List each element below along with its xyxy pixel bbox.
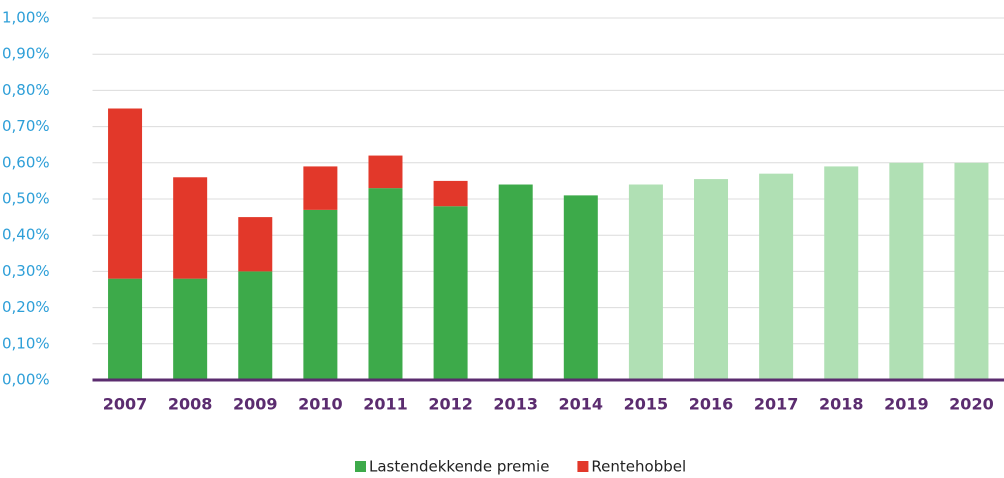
y-tick-label: 0,30% bbox=[2, 262, 50, 280]
bar-segment bbox=[759, 173, 794, 380]
x-tick-label: 2008 bbox=[168, 395, 213, 414]
legend-label: Rentehobbel bbox=[591, 458, 686, 476]
x-tick-label: 2011 bbox=[363, 395, 408, 414]
x-tick-label: 2009 bbox=[233, 395, 278, 414]
bar-segment bbox=[173, 278, 208, 380]
bar-segment bbox=[238, 271, 273, 380]
y-tick-label: 0,50% bbox=[2, 190, 50, 208]
x-tick-label: 2010 bbox=[298, 395, 343, 414]
x-tick-label: 2015 bbox=[624, 395, 669, 414]
bar-segment bbox=[498, 184, 533, 380]
x-tick-label: 2019 bbox=[884, 395, 929, 414]
x-tick-label: 2007 bbox=[103, 395, 148, 414]
bar-segment bbox=[628, 184, 663, 380]
legend-label: Lastendekkende premie bbox=[369, 458, 549, 476]
bar-segment bbox=[238, 217, 273, 272]
bar-segment bbox=[173, 177, 208, 279]
x-tick-label: 2017 bbox=[754, 395, 799, 414]
bar-segment bbox=[694, 179, 729, 380]
x-tick-label: 2018 bbox=[819, 395, 864, 414]
bar-segment bbox=[433, 180, 468, 207]
bar-segment bbox=[303, 166, 338, 210]
y-tick-label: 0,00% bbox=[2, 371, 50, 389]
y-tick-label: 0,80% bbox=[2, 81, 50, 99]
bar-segment bbox=[303, 209, 338, 380]
legend-swatch bbox=[355, 461, 366, 472]
bar-segment bbox=[954, 162, 989, 380]
y-tick-label: 0,60% bbox=[2, 153, 50, 171]
bar-segment bbox=[889, 162, 924, 380]
bar-segment bbox=[108, 278, 143, 380]
y-tick-label: 0,40% bbox=[2, 226, 50, 244]
x-tick-label: 2020 bbox=[949, 395, 994, 414]
bar-segment bbox=[368, 155, 403, 189]
y-tick-label: 0,90% bbox=[2, 45, 50, 63]
legend-swatch bbox=[577, 461, 589, 472]
bar-segment bbox=[368, 188, 403, 380]
x-tick-label: 2016 bbox=[689, 395, 734, 414]
x-tick-label: 2013 bbox=[493, 395, 538, 414]
y-tick-label: 1,00% bbox=[2, 9, 50, 27]
x-tick-label: 2012 bbox=[428, 395, 473, 414]
y-tick-label: 0,10% bbox=[2, 334, 50, 352]
x-tick-label: 2014 bbox=[559, 395, 604, 414]
bar-segment bbox=[433, 206, 468, 380]
bar-segment bbox=[108, 108, 143, 279]
bar-segment bbox=[563, 195, 598, 380]
y-tick-label: 0,20% bbox=[2, 298, 50, 316]
y-tick-label: 0,70% bbox=[2, 117, 50, 135]
bar-segment bbox=[824, 166, 859, 380]
